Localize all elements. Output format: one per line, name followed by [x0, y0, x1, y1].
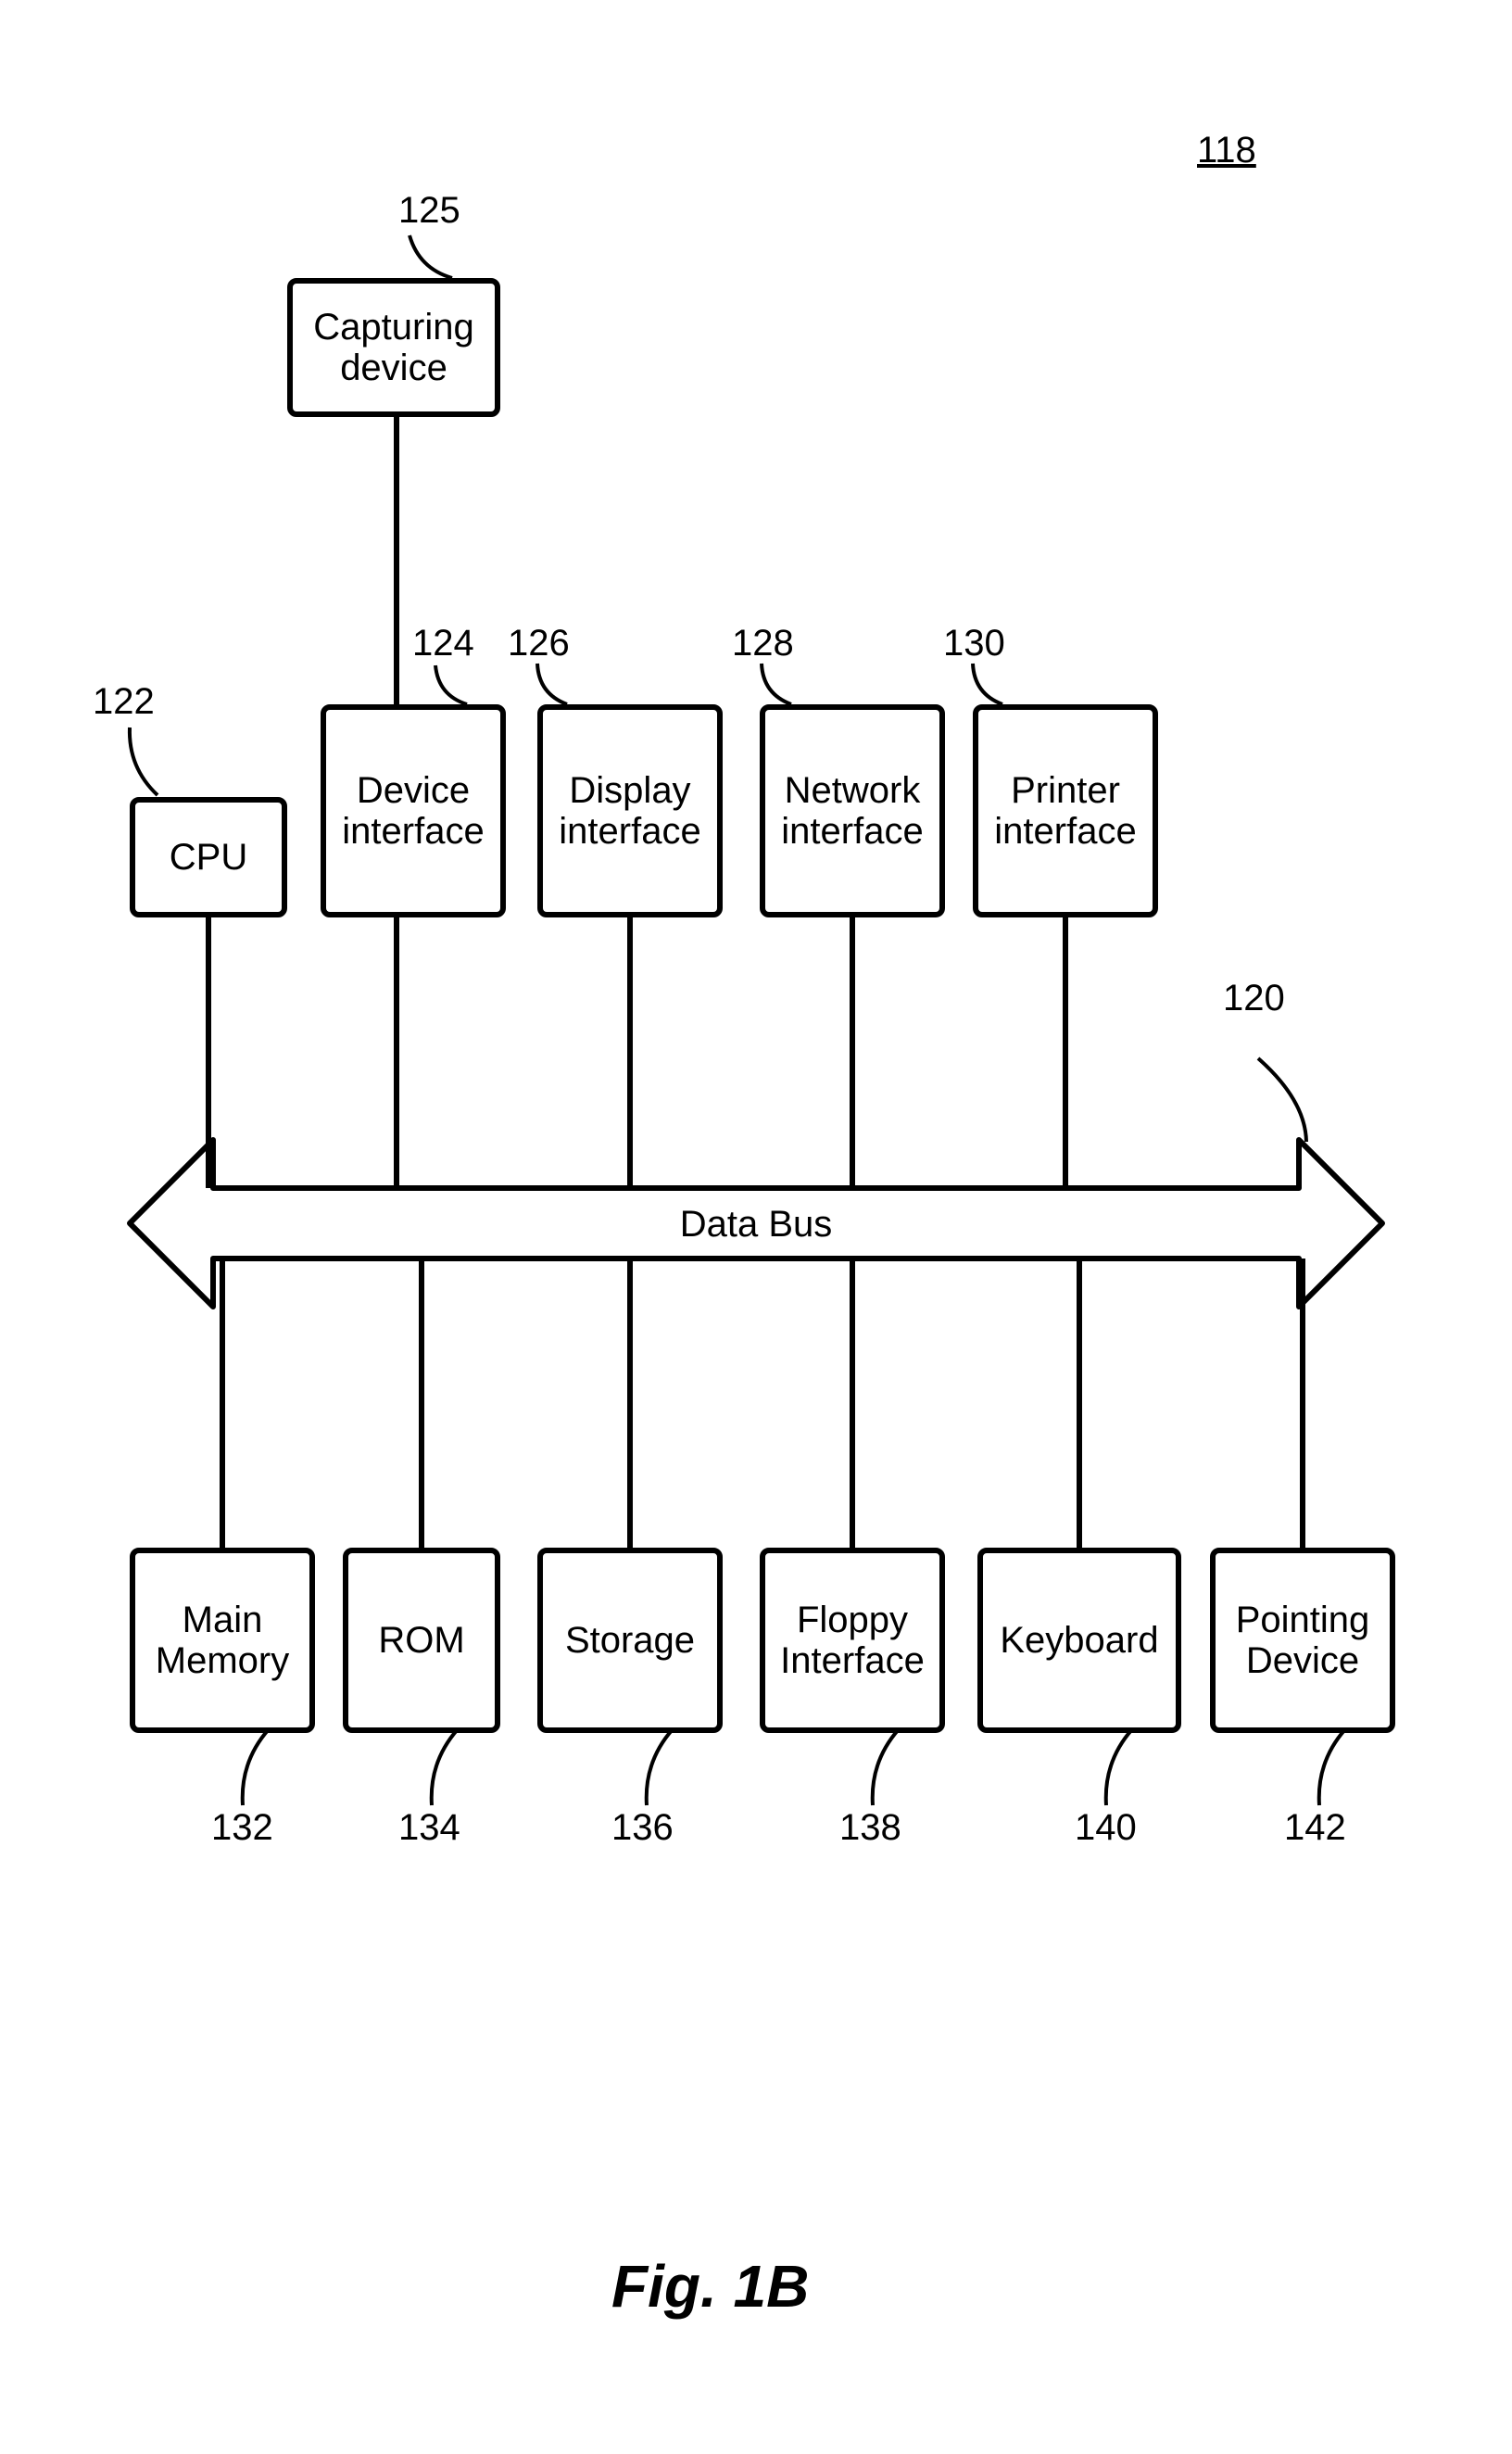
block-device-interface: Device interface — [321, 704, 506, 917]
ref-leader-storage — [647, 1729, 673, 1805]
block-label: ROM — [378, 1620, 464, 1661]
ref-leader-printer-interface — [973, 664, 1002, 704]
block-label: Pointing Device — [1236, 1600, 1370, 1681]
block-network-interface: Network interface — [760, 704, 945, 917]
ref-display-interface: 126 — [508, 623, 570, 664]
block-main-memory: Main Memory — [130, 1548, 315, 1733]
ref-leader-cpu — [130, 727, 158, 795]
block-label: Keyboard — [1000, 1620, 1158, 1661]
block-label: Floppy Interface — [780, 1600, 925, 1681]
block-label: Main Memory — [156, 1600, 289, 1681]
block-printer-interface: Printer interface — [973, 704, 1158, 917]
block-label: Device interface — [342, 770, 484, 852]
ref-leader-main-memory — [243, 1729, 269, 1805]
block-floppy-interface: Floppy Interface — [760, 1548, 945, 1733]
ref-network-interface: 128 — [732, 623, 794, 664]
block-label: Printer interface — [994, 770, 1136, 852]
ref-leader-capturing-device — [410, 235, 452, 278]
ref-printer-interface: 130 — [943, 623, 1005, 664]
block-label: Network interface — [781, 770, 923, 852]
block-label: Storage — [565, 1620, 695, 1661]
block-label: CPU — [170, 837, 247, 878]
block-cpu: CPU — [130, 797, 287, 917]
ref-leader-rom — [432, 1729, 458, 1805]
ref-keyboard: 140 — [1075, 1807, 1137, 1849]
ref-main-memory: 132 — [211, 1807, 273, 1849]
ref-pointing-device: 142 — [1284, 1807, 1346, 1849]
ref-device-interface: 124 — [412, 623, 474, 664]
data-bus-label: Data Bus — [680, 1204, 833, 1245]
bus-ref-leader — [1258, 1058, 1306, 1142]
ref-cpu: 122 — [93, 681, 155, 723]
ref-floppy-interface: 138 — [839, 1807, 901, 1849]
ref-rom: 134 — [398, 1807, 460, 1849]
figure-caption: Fig. 1B — [611, 2252, 809, 2321]
ref-leader-keyboard — [1106, 1729, 1132, 1805]
ref-leader-device-interface — [435, 665, 467, 704]
ref-capturing-device: 125 — [398, 190, 460, 232]
block-label: Display interface — [559, 770, 700, 852]
block-pointing-device: Pointing Device — [1210, 1548, 1395, 1733]
ref-leader-network-interface — [762, 664, 791, 704]
svg-layer: Data Bus 120 — [0, 0, 1512, 2454]
block-rom: ROM — [343, 1548, 500, 1733]
block-display-interface: Display interface — [537, 704, 723, 917]
block-capturing-device: Capturing device — [287, 278, 500, 417]
ref-leader-display-interface — [537, 664, 567, 704]
ref-leader-floppy-interface — [873, 1729, 899, 1805]
block-keyboard: Keyboard — [977, 1548, 1181, 1733]
block-storage: Storage — [537, 1548, 723, 1733]
diagram-canvas: 118 Data Bus120 Capturing device125CPU12… — [0, 0, 1512, 2454]
ref-storage: 136 — [611, 1807, 674, 1849]
bus-ref-label: 120 — [1223, 978, 1285, 1018]
block-label: Capturing device — [313, 307, 473, 388]
ref-leader-pointing-device — [1319, 1729, 1345, 1805]
